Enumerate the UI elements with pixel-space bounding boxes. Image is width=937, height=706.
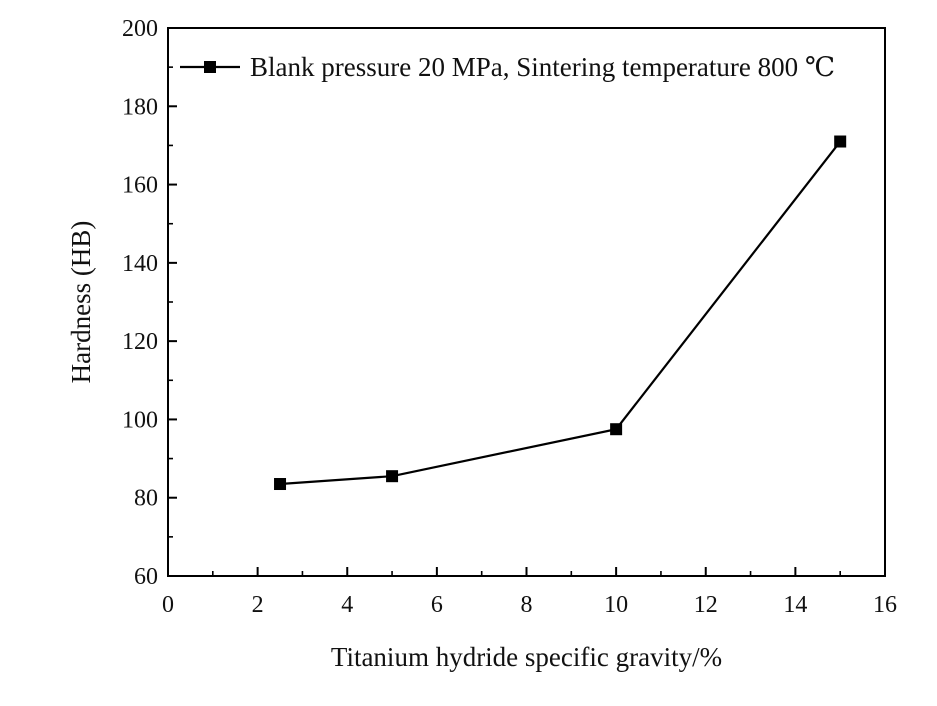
y-tick-label: 180 <box>122 94 158 120</box>
legend-label: Blank pressure 20 MPa, Sintering tempera… <box>250 52 835 82</box>
series-layer <box>274 135 847 491</box>
x-tick-label: 10 <box>604 592 628 618</box>
x-tick-label: 6 <box>431 592 443 618</box>
x-tick-label: 4 <box>341 592 353 618</box>
x-tick-label: 14 <box>783 592 807 618</box>
data-point <box>834 135 847 148</box>
legend-marker <box>204 61 216 73</box>
y-tick-label: 80 <box>134 486 158 512</box>
x-tick-label: 8 <box>521 592 533 618</box>
y-tick-label: 100 <box>122 407 158 433</box>
plot-frame <box>167 27 886 577</box>
data-point <box>610 423 623 436</box>
x-axis-title: Titanium hydride specific gravity/% <box>331 642 722 672</box>
y-tick-label: 120 <box>122 329 158 355</box>
y-tick-label: 160 <box>122 173 158 199</box>
x-tick-label: 16 <box>873 592 897 618</box>
y-tick-label: 140 <box>122 251 158 277</box>
axes: 0 2 4 6 8 10 12 14 16 60 80 100 120 140 160 180 200 Titan… <box>66 16 897 672</box>
y-tick-label: 60 <box>134 564 158 590</box>
data-point <box>274 478 287 491</box>
series-line <box>279 140 842 486</box>
legend: Blank pressure 20 MPa, Sintering tempera… <box>180 52 835 82</box>
y-tick-label: 200 <box>122 16 158 42</box>
x-tick-label: 0 <box>162 592 174 618</box>
data-point <box>386 470 399 483</box>
y-axis-title: Hardness (HB) <box>66 221 96 384</box>
x-tick-label: 2 <box>252 592 264 618</box>
x-tick-label: 12 <box>694 592 718 618</box>
